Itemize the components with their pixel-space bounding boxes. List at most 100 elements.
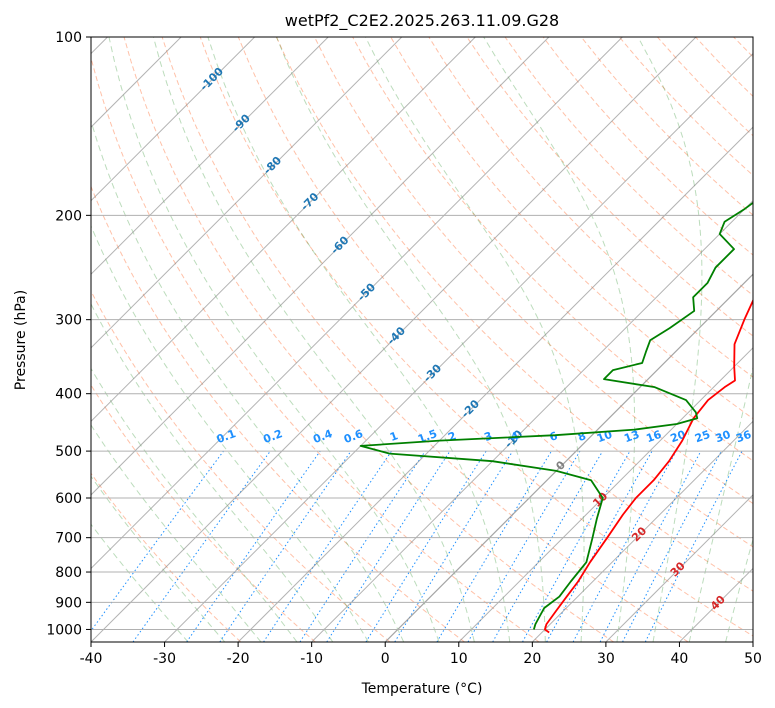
x-tick-label: 10 <box>450 651 468 667</box>
mixing-ratio-label: 2 <box>446 429 458 444</box>
isotherm-line <box>605 494 753 642</box>
dry-adiabat <box>390 37 753 420</box>
isotherm-line <box>91 37 403 349</box>
background-lines <box>91 37 753 642</box>
y-tick-label: 700 <box>55 531 82 547</box>
x-tick-label: -10 <box>300 651 323 667</box>
x-tick-label: -40 <box>80 651 103 667</box>
isotherm-line <box>91 37 256 202</box>
dry-adiabat <box>314 37 753 505</box>
dry-adiabat <box>504 37 753 296</box>
mixing-ratio-line <box>522 450 631 642</box>
moist-adiabat <box>91 119 405 642</box>
moist-adiabat <box>483 37 636 642</box>
plot-area <box>91 37 753 642</box>
x-tick-label: -30 <box>153 651 176 667</box>
y-tick-label: 800 <box>55 565 82 581</box>
dry-adiabat <box>91 290 391 642</box>
mixing-ratio-label: 1 <box>388 429 400 444</box>
moist-adiabat <box>91 302 334 642</box>
isotherm-line <box>91 37 550 496</box>
mixing-ratio-label: 16 <box>644 428 663 446</box>
isotherm-line <box>237 126 753 642</box>
y-tick-label: 500 <box>55 444 82 460</box>
y-tick-label: 900 <box>55 595 82 611</box>
mixing-ratio-line <box>394 450 514 642</box>
y-tick-label: 300 <box>55 313 82 329</box>
y-tick-label: 400 <box>55 387 82 403</box>
moist-adiabat <box>108 37 440 642</box>
y-tick-label: 1000 <box>46 622 82 638</box>
moist-adiabat <box>91 424 262 642</box>
x-tick-label: 30 <box>597 651 615 667</box>
x-tick-label: 0 <box>381 651 390 667</box>
x-tick-label: 50 <box>744 651 762 667</box>
moist-adiabat <box>365 37 585 642</box>
dry-adiabat <box>91 472 242 642</box>
isotherm-line <box>531 420 753 642</box>
moist-adiabat <box>91 224 369 642</box>
dry-adiabat <box>91 384 316 642</box>
moist-adiabat <box>725 537 753 642</box>
isotherm-line <box>311 199 753 642</box>
isotherm-line <box>91 37 697 642</box>
mixing-ratio-label: 0.4 <box>311 427 334 446</box>
mixing-ratio-line <box>326 450 451 642</box>
axes: -40 -30 -20 -10 0 10 20 30 40 50 1000 900 800 700 600 5… <box>46 30 762 667</box>
moist-adiabat <box>91 475 226 642</box>
y-tick-label: 100 <box>55 30 82 46</box>
isotherm-line <box>458 347 753 642</box>
mixing-ratio-line <box>132 450 271 642</box>
moist-adiabat <box>637 37 703 642</box>
mixing-ratio-line <box>91 450 224 632</box>
isotherm-line <box>91 37 476 423</box>
mixing-ratio-label: 30 <box>714 428 733 446</box>
mixing-ratio-label: 13 <box>622 428 641 445</box>
plot-frame <box>90 36 754 643</box>
chart-title: wetPf2_C2E2.2025.263.11.09.G28 <box>285 11 559 31</box>
mixing-ratio-label: 6 <box>548 429 560 444</box>
dry-adiabat <box>428 37 753 378</box>
y-axis-label: Pressure (hPa) <box>13 290 29 390</box>
moist-adiabat <box>207 37 511 642</box>
mixing-ratio-line <box>219 450 352 642</box>
isotherm-line <box>91 37 623 570</box>
x-tick-label: 40 <box>671 651 689 667</box>
mixing-ratio-label: 0.6 <box>342 427 365 446</box>
mixing-ratio-label: 0.2 <box>262 427 285 446</box>
isotherm-line <box>752 641 753 642</box>
x-axis-label: Temperature (°C) <box>361 681 483 697</box>
moist-adiabat <box>91 367 298 642</box>
temperature-profile <box>543 298 753 634</box>
moist-adiabat <box>276 37 546 642</box>
dewpoint-profile <box>359 201 753 630</box>
x-tick-label: 20 <box>523 651 541 667</box>
dry-adiabat <box>352 37 753 462</box>
mixing-ratio-label: 0.1 <box>215 427 238 446</box>
x-tick-label: -20 <box>227 651 250 667</box>
moist-adiabat <box>688 365 753 642</box>
y-tick-label: 200 <box>55 208 82 224</box>
profiles <box>359 201 753 634</box>
moist-adiabat <box>91 523 189 642</box>
isotherm-line <box>164 52 753 642</box>
dry-adiabat <box>91 185 465 642</box>
isotherm-line <box>91 37 329 275</box>
dry-adiabat <box>237 37 753 592</box>
mixing-ratio-line <box>263 450 392 642</box>
dry-adiabat <box>275 37 753 548</box>
mixing-ratio-label: 36 <box>734 428 753 446</box>
dry-adiabat <box>199 37 753 637</box>
mixing-ratio-line <box>644 450 743 642</box>
mixing-ratio-line <box>186 450 321 642</box>
dry-adiabat <box>161 37 689 642</box>
mixing-ratio-label: 3 <box>482 429 494 444</box>
moist-adiabat <box>152 37 475 642</box>
y-tick-label: 600 <box>55 491 82 507</box>
mixing-ratio-label: 8 <box>576 429 588 444</box>
dry-adiabat <box>91 55 540 642</box>
zero-isotherm <box>384 273 753 642</box>
mixing-ratio-line <box>572 450 677 642</box>
mixing-ratio-label: 25 <box>693 428 712 445</box>
